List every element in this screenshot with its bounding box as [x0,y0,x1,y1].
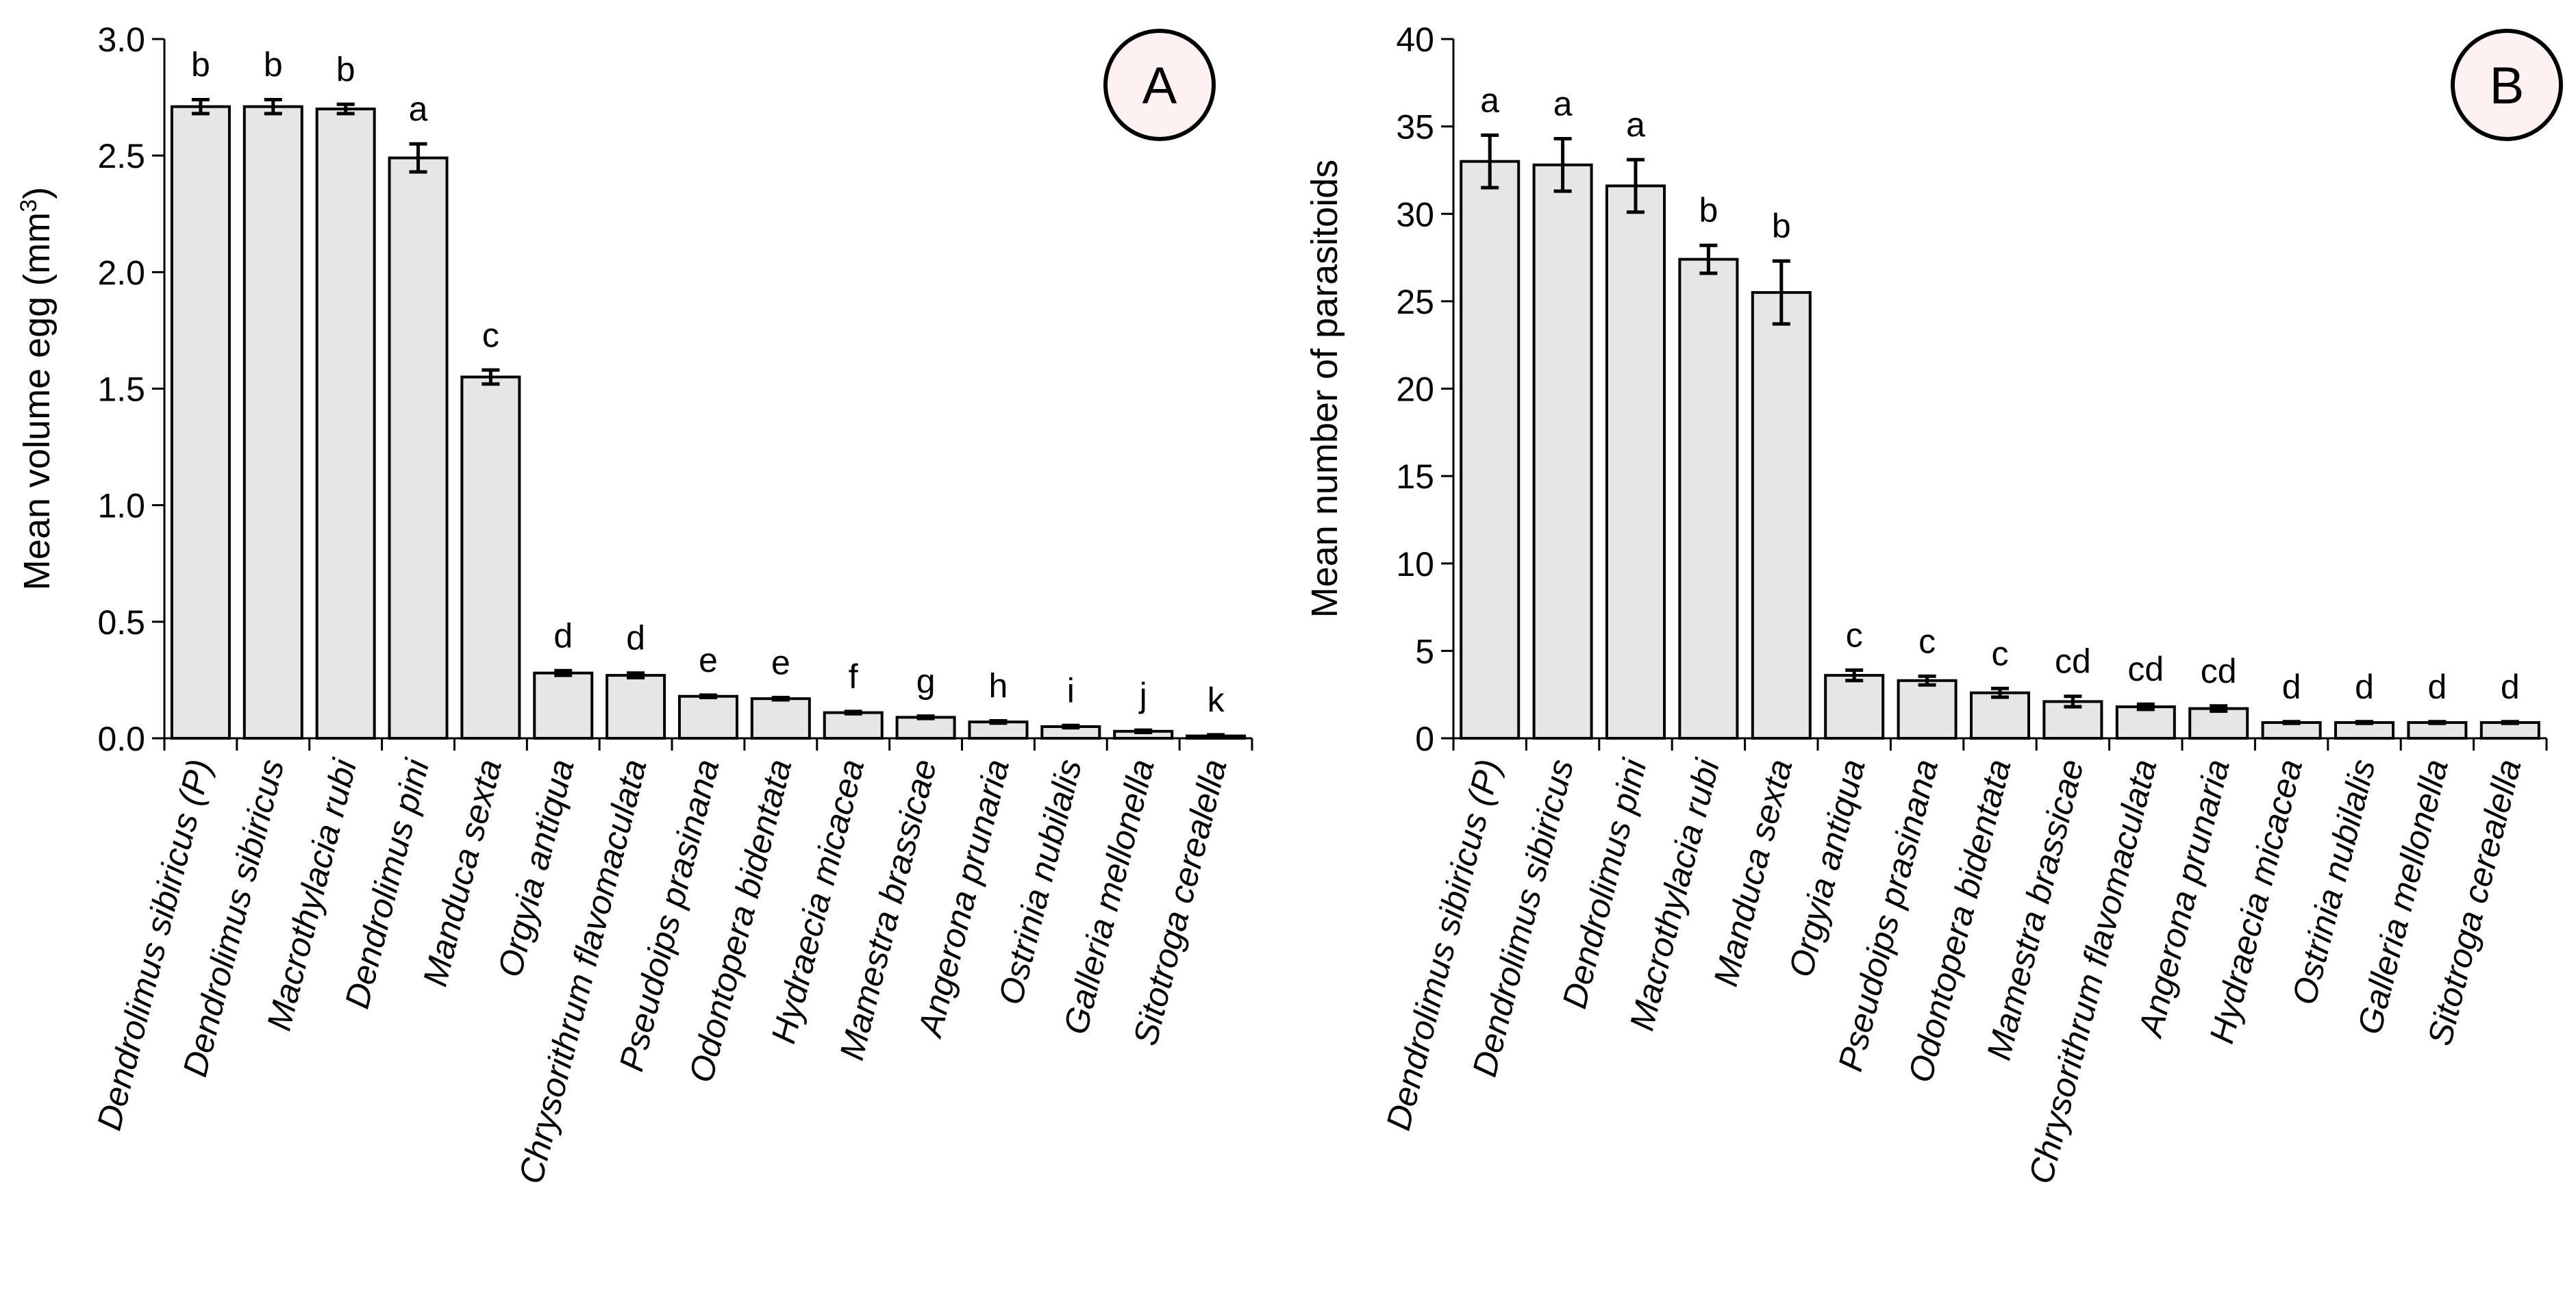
significance-letter: g [916,662,936,701]
significance-letter: d [2501,668,2520,706]
significance-letter: f [849,657,858,696]
y-tick-label: 35 [1396,108,1434,147]
significance-letter: j [1138,676,1147,714]
significance-letter: a [1626,105,1645,144]
significance-letter: c [482,316,499,354]
bar [1460,160,1521,740]
bar [895,716,956,740]
bar [1970,691,2030,740]
bar [750,697,811,740]
significance-letter: b [1699,191,1718,229]
bar [1532,163,1593,740]
y-tick-label: 2.0 [97,253,145,292]
y-tick-label: 40 [1396,21,1434,59]
significance-letter: h [989,666,1008,705]
bar [1678,258,1739,740]
significance-letter: c [1846,616,1863,654]
significance-letter: d [553,616,573,655]
y-tick-label: 10 [1396,545,1434,583]
significance-letter: cd [2201,652,2237,690]
significance-letter: b [264,45,283,84]
y-tick-label: 25 [1396,283,1434,321]
bar [823,711,884,740]
significance-letter: e [771,643,790,681]
y-tick-label: 1.0 [97,487,145,525]
significance-letter: d [2282,668,2301,706]
significance-letter: c [1992,634,2009,673]
y-axis-label-text: Mean number of parasitoids [1304,160,1345,618]
significance-letter: d [626,619,645,657]
panel-label-circle [1103,29,1216,141]
significance-letter: a [1480,81,1499,119]
significance-letter: d [2355,668,2374,706]
y-tick-label: 5 [1415,632,1434,670]
bar [533,671,594,740]
bar [1605,184,1666,740]
bar [315,108,376,740]
bar [170,105,231,740]
y-axis-label-end: ) [16,187,58,199]
significance-letter: cd [2127,650,2164,688]
y-tick-label: 30 [1396,195,1434,234]
y-axis-label-superscript: 3 [16,199,42,212]
y-tick-label: 15 [1396,457,1434,496]
category-label: Orgyia antiqua [1781,755,1873,981]
panel-label: A [1142,57,1177,115]
y-tick-label: 0.5 [97,603,145,642]
significance-letter: cd [2055,642,2091,681]
significance-letter: i [1067,671,1075,710]
y-axis-label: Mean volume egg (mm3) [16,187,58,590]
y-tick-label: 1.5 [97,371,145,409]
significance-letter: a [1553,84,1573,123]
y-tick-label: 3.0 [97,21,145,59]
panel-label-circle [2451,29,2563,141]
y-tick-label: 20 [1396,371,1434,409]
significance-letter: d [2427,668,2447,706]
y-axis-label: Mean number of parasitoids [1304,160,1345,618]
y-axis-label-text: Mean volume egg (mm [16,212,58,590]
category-label: Orgyia antiqua [490,755,582,981]
bar [2115,705,2176,740]
y-tick-label: 0.0 [97,720,145,758]
bar [388,156,449,740]
significance-letter: e [699,641,718,679]
significance-letter: b [191,45,210,84]
y-tick-label: 0 [1415,720,1434,758]
bar [1751,291,1812,740]
panel-label: B [2490,57,2525,115]
bar [242,105,303,740]
significance-letter: b [1772,207,1791,245]
bar [460,375,521,740]
significance-letter: b [336,50,355,88]
bar [605,674,666,740]
bar [2188,707,2249,740]
y-tick-label: 2.5 [97,137,145,175]
significance-letter: k [1208,681,1225,719]
significance-letter: a [409,90,428,128]
bar [1824,674,1885,740]
bar [678,694,738,740]
bar [1897,679,1958,740]
significance-letter: c [1918,622,1936,660]
